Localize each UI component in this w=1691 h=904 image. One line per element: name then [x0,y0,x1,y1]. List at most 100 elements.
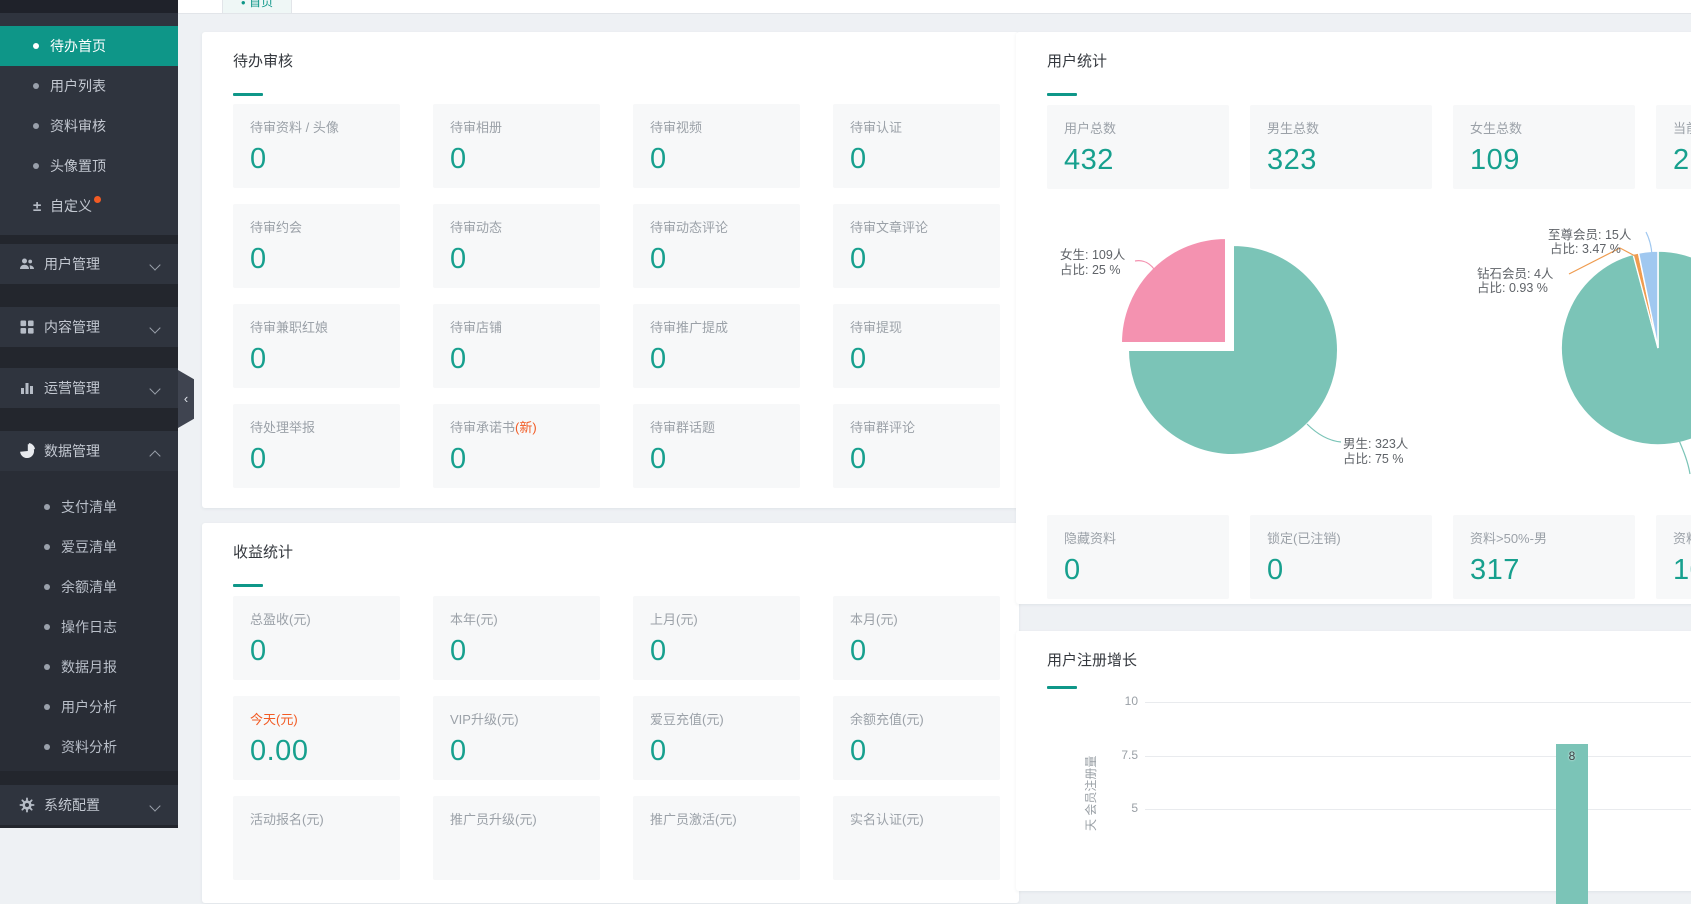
sidebar-group-label: 系统配置 [44,797,100,813]
sidebar-group-label: 内容管理 [44,319,100,335]
pie-slice-supreme [1637,250,1659,349]
sidebar-item-todo-home[interactable]: 待办首页 [0,26,178,66]
sidebar-item-aidou-list[interactable]: 爱豆清单 [0,527,178,567]
sidebar-header-strip [0,0,178,13]
bullet-icon [33,83,39,89]
pie-label-female-percent: 占比: 25 % [1060,262,1120,277]
stat-tile: 本月(元) 0 [833,596,1000,680]
sidebar-item-label: 头像置顶 [50,158,106,174]
bullet-icon [44,624,50,630]
leader-line-female [1134,260,1160,279]
stat-tile: 待审推广提成 0 [633,304,800,388]
sidebar-item-payment-list[interactable]: 支付清单 [0,487,178,527]
stat-tile: 资料>50%-男 317 [1453,515,1635,599]
pie-label-supreme-percent: 占比: 3.47 % [1550,241,1621,256]
sidebar-item-label: 待办首页 [50,38,106,54]
sidebar-item-avatar-pin[interactable]: 头像置顶 [0,146,178,186]
stat-tile: 总盈收(元) 0 [233,596,400,680]
card-pending-review: 待办审核 待审资料 / 头像 0 待审相册 0 待审视频 0 待审认证 0 待审约会 0 … [202,32,1019,508]
leader-line-male [1306,423,1342,443]
sidebar-item-user-list[interactable]: 用户列表 [0,66,178,106]
stat-tile: 待审约会 0 [233,204,400,288]
card-title: 待办审核 [233,53,294,70]
stat-tile: 推广员激活(元) [633,796,800,880]
stat-tile: 实名认证(元) [833,796,1000,880]
sidebar-item-label: 用户分析 [61,699,117,715]
stat-tile: 待审群评论 0 [833,404,1000,488]
title-underline [233,584,263,587]
sidebar-group-user-mgmt[interactable]: 用户管理 [0,244,178,284]
leader-line-supreme [1645,231,1653,259]
stat-tile: 活动报名(元) [233,796,400,880]
bar-value-label: 8 [1568,749,1576,763]
gridline [1145,702,1691,703]
operations-bar-chart-icon [21,383,33,394]
title-underline [1047,686,1077,689]
users-icon [20,258,34,269]
y-axis-tick: 10 [1124,694,1138,708]
tab-home[interactable]: ● 首页 [222,0,292,13]
pie-label-diamond: 钻石会员: 4人 [1477,266,1554,281]
card-title: 用户注册增长 [1047,652,1138,669]
gridline [1145,809,1691,810]
stat-tile: 待审群话题 0 [633,404,800,488]
gear-icon [19,797,35,813]
pie-label-supreme: 至尊会员: 15人 [1548,227,1632,242]
sidebar-item-custom[interactable]: ± 自定义 [0,186,178,226]
sidebar-item-label: 支付清单 [61,499,117,515]
card-title: 收益统计 [233,544,294,561]
stat-tile: 女生总数 109 [1453,105,1635,189]
pie-slice-diamond [1632,252,1659,349]
notification-dot-icon [94,196,101,203]
pending-review-grid: 待审资料 / 头像 0 待审相册 0 待审视频 0 待审认证 0 待审约会 0 待审动态 0… [233,104,1000,488]
sidebar-item-user-analysis[interactable]: 用户分析 [0,687,178,727]
stat-tile: 余额充值(元) 0 [833,696,1000,780]
stat-tile: 男生总数 323 [1250,105,1432,189]
chevron-down-icon [149,322,161,334]
plus-minus-icon: ± [33,198,42,215]
y-axis-tick: 7.5 [1121,748,1138,762]
sidebar-item-operation-log[interactable]: 操作日志 [0,607,178,647]
stat-tile: VIP升级(元) 0 [433,696,600,780]
sidebar-group-label: 运营管理 [44,380,100,396]
sidebar-item-profile-analysis[interactable]: 资料分析 [0,727,178,767]
sidebar-item-balance-list[interactable]: 余额清单 [0,567,178,607]
sidebar-item-label: 余额清单 [61,579,117,595]
chevron-down-icon [149,383,161,395]
bar-registrations: 8 [1556,744,1588,904]
stat-tile: 用户总数 432 [1047,105,1229,189]
sidebar-group-system-config[interactable]: 系统配置 [0,785,178,825]
pie-slice-male [1126,243,1339,456]
sidebar-group-content-mgmt[interactable]: 内容管理 [0,307,178,347]
y-axis-tick: 5 [1131,801,1138,815]
sidebar-submenu-data-mgmt: 支付清单 爱豆清单 余额清单 操作日志 数据月报 用户分析 资料分析 [0,471,178,771]
title-underline [233,93,263,96]
membership-pie-chart: 至尊会员: 15人 占比: 3.47 % 钻石会员: 4人 占比: 0.93 % [1477,227,1691,475]
chevron-down-icon [149,800,161,812]
chevron-up-icon [149,450,161,462]
sidebar-group-data-mgmt[interactable]: 数据管理 [0,431,178,471]
sidebar-group-operations-mgmt[interactable]: 运营管理 [0,368,178,408]
stat-tile: 锁定(已注销) 0 [1250,515,1432,599]
pie-label-diamond-percent: 占比: 0.93 % [1477,280,1548,295]
data-pie-icon [20,443,35,459]
card-registration-growth: 用户注册增长 天 会员注册量 10 7.5 5 8 [1016,631,1691,904]
leader-line-regular [1677,437,1691,475]
stat-tile: 今天(元) 0.00 [233,696,400,780]
sidebar-item-monthly-report[interactable]: 数据月报 [0,647,178,687]
bullet-icon [44,544,50,550]
sidebar-item-profile-review[interactable]: 资料审核 [0,106,178,146]
tab-label: 首页 [249,0,274,9]
bullet-icon [44,744,50,750]
sidebar-collapse-handle[interactable]: ‹ [178,370,194,428]
stat-tile: 待审相册 0 [433,104,600,188]
bullet-icon [33,123,39,129]
card-revenue-stats: 收益统计 总盈收(元) 0 本年(元) 0 上月(元) 0 本月(元) 0 今天(元) 0… [202,523,1019,903]
stat-tile: 资料10 [1656,515,1691,599]
stat-tile: 待处理举报 0 [233,404,400,488]
stat-tile: 待审动态评论 0 [633,204,800,288]
